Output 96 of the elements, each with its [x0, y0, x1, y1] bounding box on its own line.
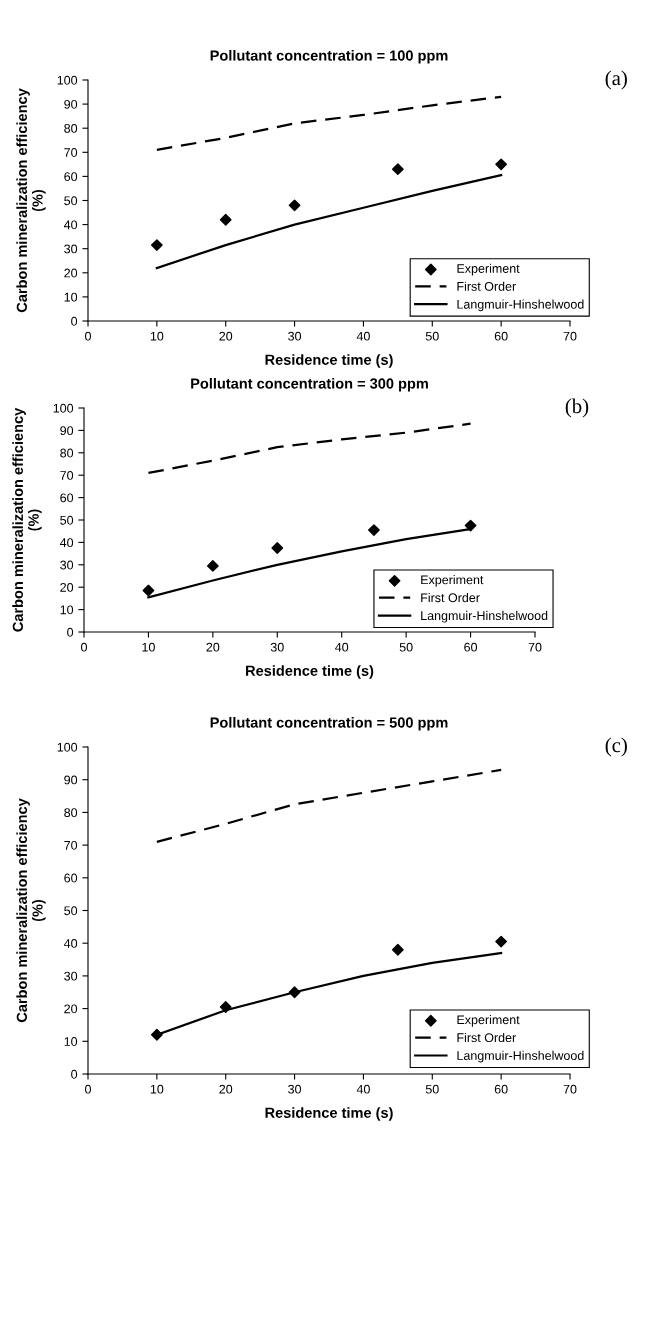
y-tick-label: 0: [67, 627, 74, 637]
y-tick-label: 60: [64, 873, 78, 883]
legend-label: First Order: [457, 1032, 516, 1043]
x-tick-label: 30: [288, 1084, 302, 1094]
y-tick-label: 10: [64, 292, 78, 302]
x-tick-label: 20: [206, 642, 220, 652]
x-tick-label: 0: [85, 331, 91, 341]
y-tick-label: 90: [64, 775, 78, 785]
y-tick-label: 60: [64, 172, 78, 182]
y-tick-label: 70: [60, 471, 74, 480]
y-tick-label: 0: [71, 1069, 78, 1079]
y-axis-title: Carbon mineralization efficiency (%): [12, 407, 42, 632]
x-tick-label: 40: [356, 1084, 370, 1094]
x-tick-label: 30: [270, 642, 284, 652]
point: [271, 542, 284, 554]
y-tick-label: 70: [64, 840, 78, 850]
line-series: [155, 95, 503, 151]
legend-label: Experiment: [457, 263, 520, 276]
x-tick-label: 0: [81, 642, 87, 652]
y-tick-label: 70: [64, 148, 78, 157]
y-tick-label: 30: [60, 560, 74, 570]
x-tick-label: 60: [494, 1084, 508, 1094]
legend-label: Experiment: [457, 1015, 520, 1027]
x-tick-label: 50: [425, 331, 439, 341]
x-tick-label: 50: [425, 1084, 439, 1094]
y-axis-title: Carbon mineralization efficiency (%): [16, 798, 46, 1023]
point: [495, 935, 508, 948]
text: (c): [605, 737, 627, 757]
y-axis-title: Carbon mineralization efficiency (%): [16, 88, 46, 313]
y-tick-label: 10: [64, 1037, 78, 1046]
legend-label: First Order: [421, 592, 480, 603]
y-tick-label: 20: [64, 268, 78, 278]
legend-label: Langmuir-Hinshelwood: [457, 1050, 584, 1063]
y-tick-label: 100: [57, 75, 78, 85]
y-tick-label: 20: [64, 1004, 78, 1014]
point: [391, 163, 404, 176]
y-tick-label: 40: [63, 220, 78, 230]
point: [464, 519, 477, 532]
y-tick-label: 0: [71, 316, 78, 326]
y-tick-label: 90: [60, 426, 74, 436]
y-tick-label: 60: [60, 493, 74, 503]
x-tick-label: 20: [219, 1084, 233, 1094]
legend-label: First Order: [457, 281, 516, 291]
legend-label: Langmuir-Hinshelwood: [421, 610, 548, 623]
point: [391, 943, 404, 956]
point: [219, 1001, 232, 1013]
x-tick-label: 70: [563, 331, 577, 341]
chart-title: Pollutant concentration = 100 ppm: [210, 49, 448, 64]
y-tick-label: 100: [57, 742, 78, 752]
y-tick-label: 20: [60, 583, 74, 592]
y-tick-label: 40: [59, 538, 74, 548]
point: [142, 584, 155, 597]
y-tick-label: 100: [53, 403, 74, 413]
x-tick-label: 60: [494, 331, 508, 341]
point: [288, 986, 301, 999]
x-axis-title: Residence time (s): [265, 354, 393, 368]
text: (a): [605, 70, 627, 90]
x-tick-label: 70: [563, 1084, 577, 1094]
legend-label: Langmuir-Hinshelwood: [457, 299, 584, 312]
x-tick-label: 60: [464, 642, 478, 652]
y-tick-label: 80: [64, 124, 78, 133]
point: [288, 199, 301, 212]
x-tick-label: 10: [150, 1084, 164, 1094]
y-tick-label: 80: [60, 448, 74, 458]
y-tick-label: 90: [64, 99, 78, 109]
y-tick-label: 50: [60, 515, 74, 525]
chart-title: Pollutant concentration = 500 ppm: [210, 716, 448, 731]
point: [150, 239, 163, 251]
x-tick-label: 0: [85, 1084, 91, 1094]
x-tick-label: 40: [335, 642, 349, 652]
x-axis-title: Residence time (s): [246, 665, 374, 679]
x-tick-label: 10: [142, 642, 155, 652]
x-tick-label: 40: [356, 331, 370, 341]
y-tick-label: 30: [64, 244, 78, 254]
x-tick-label: 30: [288, 331, 302, 341]
text: (b): [565, 398, 589, 418]
y-tick-label: 80: [64, 808, 78, 818]
point: [368, 524, 380, 536]
line-series: [147, 422, 472, 475]
y-tick-label: 50: [64, 196, 78, 206]
y-tick-label: 10: [60, 605, 74, 615]
point: [219, 213, 232, 226]
x-tick-label: 10: [150, 331, 164, 341]
chart-title: Pollutant concentration = 300 ppm: [191, 377, 428, 392]
y-tick-label: 40: [63, 939, 78, 948]
y-tick-label: 30: [64, 971, 78, 981]
point: [495, 158, 508, 171]
x-axis-title: Residence time (s): [265, 1107, 393, 1121]
point: [150, 1028, 163, 1041]
y-tick-label: 50: [64, 906, 78, 916]
line-series: [155, 768, 503, 843]
point: [206, 560, 219, 572]
x-tick-label: 50: [399, 642, 413, 652]
x-tick-label: 20: [219, 331, 233, 341]
x-tick-label: 70: [528, 642, 542, 652]
legend-label: Experiment: [421, 575, 484, 587]
